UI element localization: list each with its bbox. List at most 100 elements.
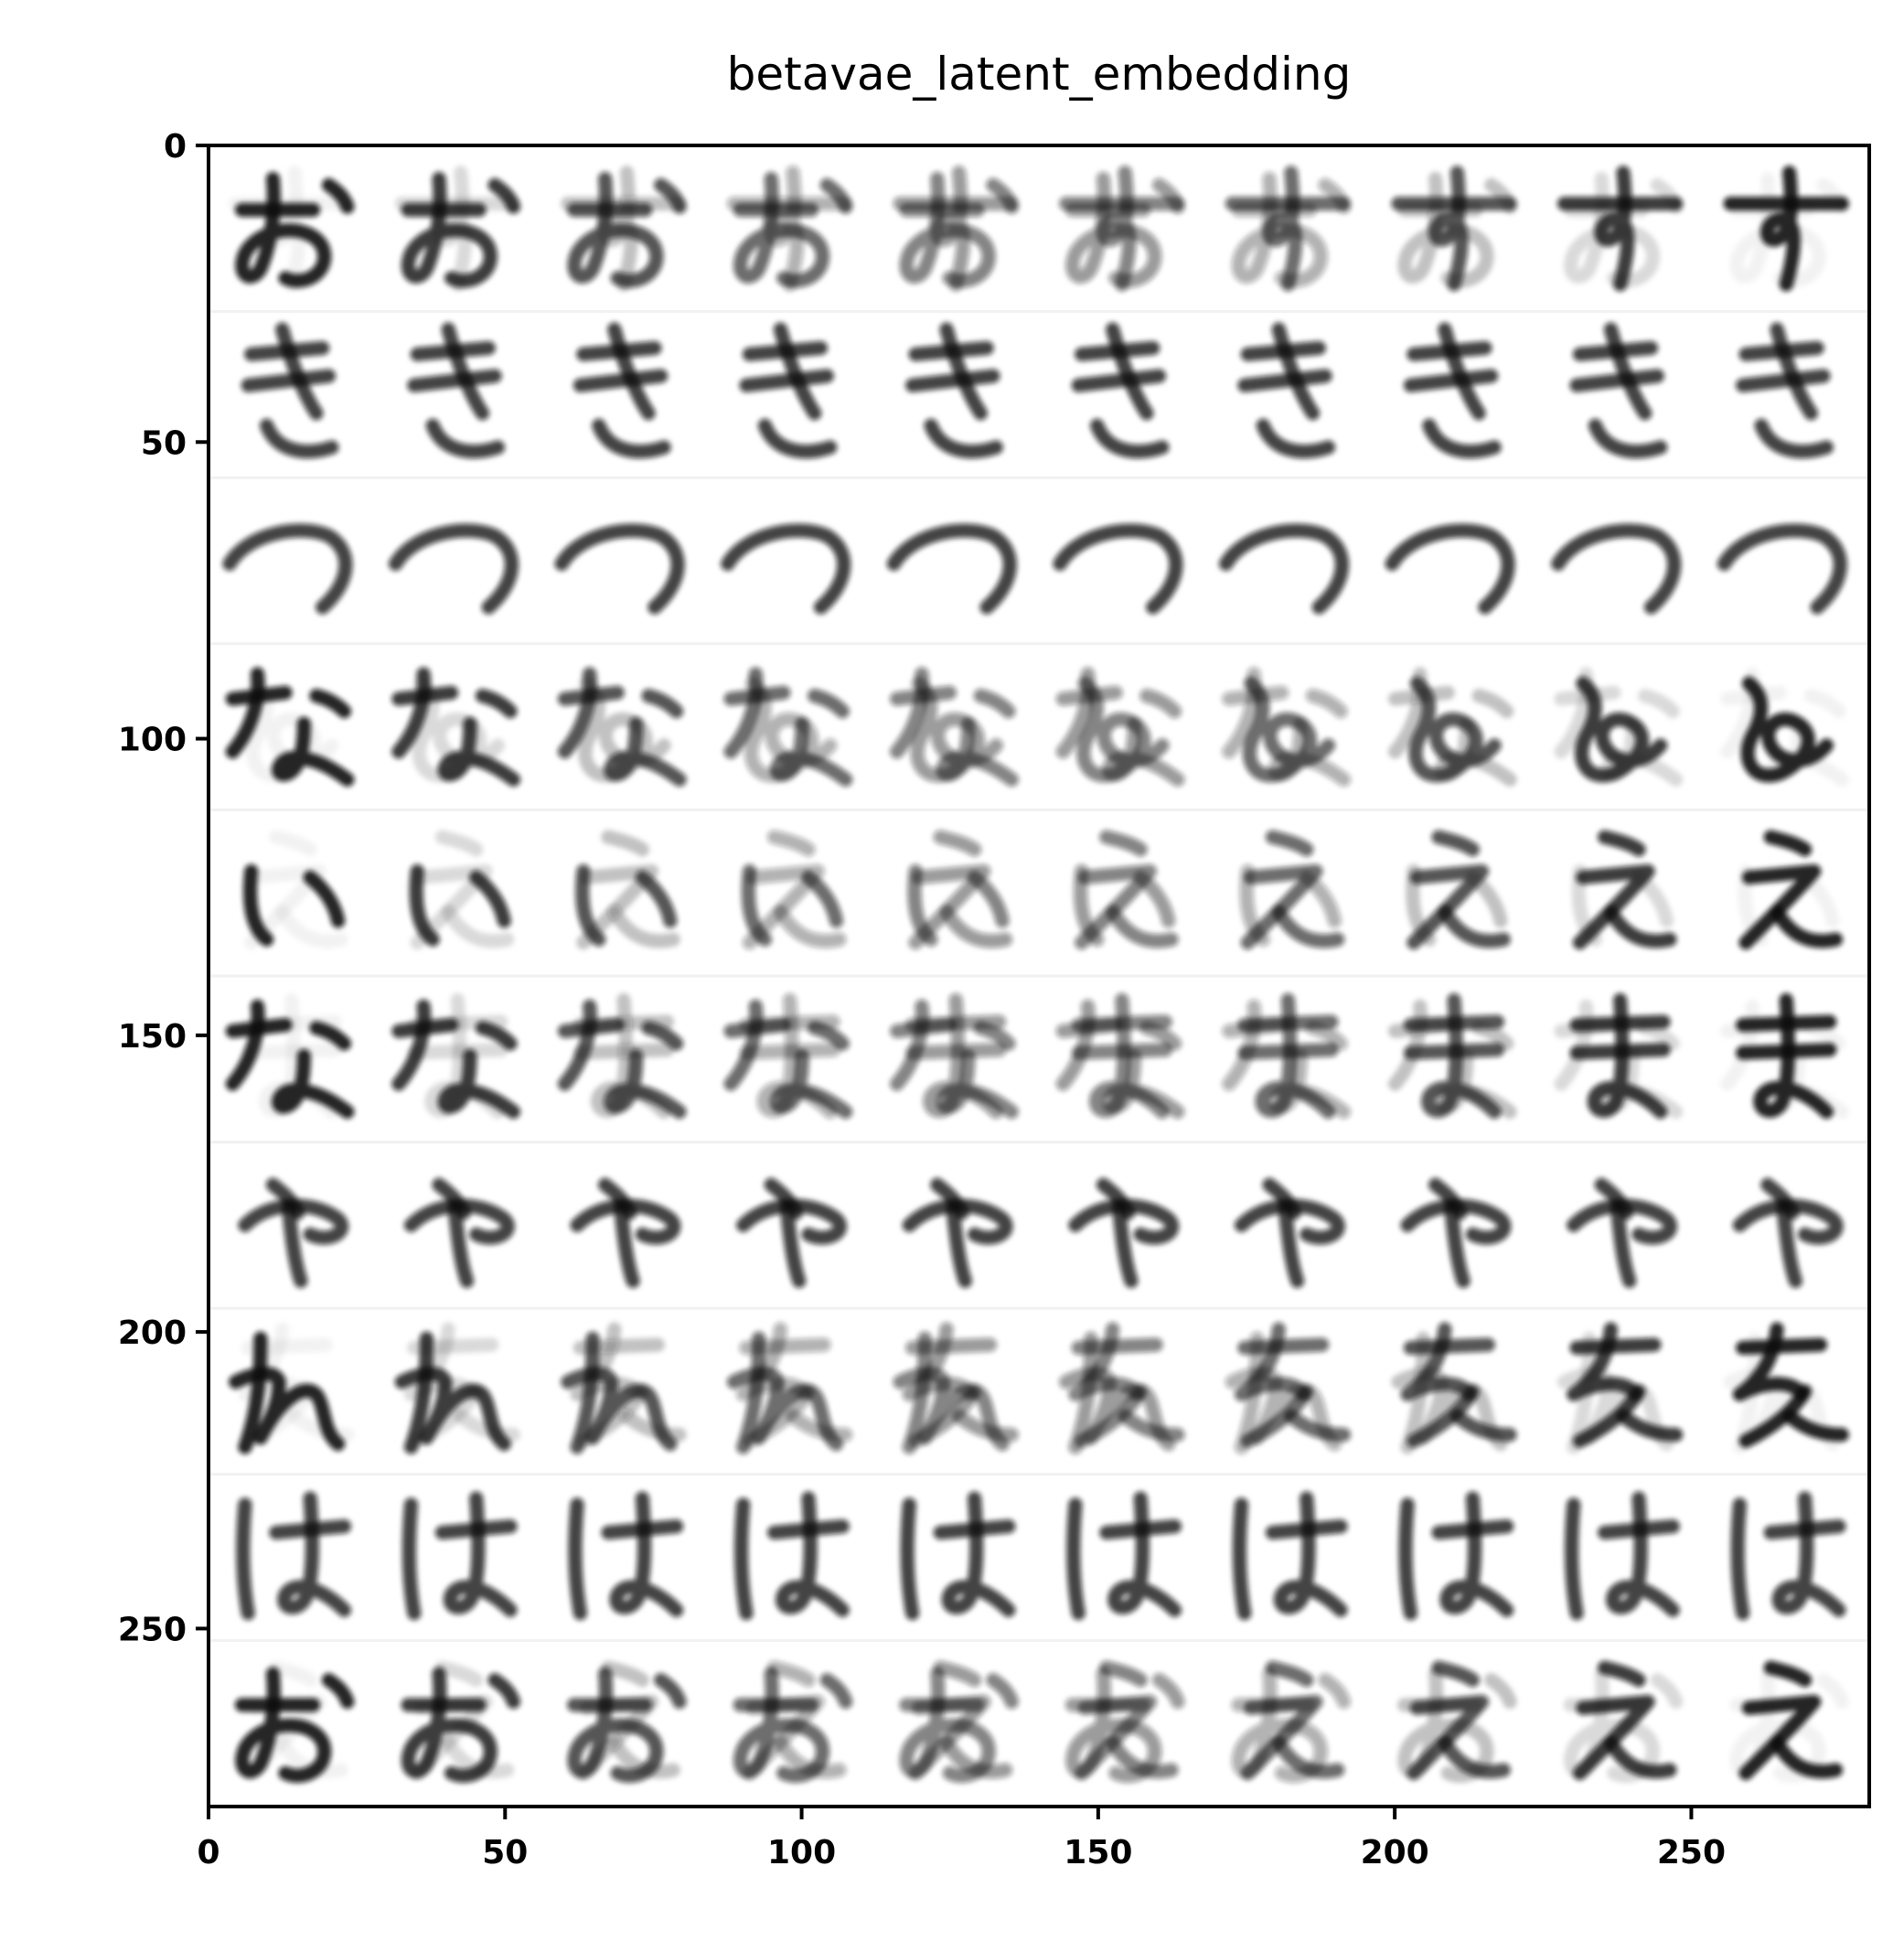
image-cell [391,992,521,1120]
glyph-stroke [939,904,1013,949]
image-cell [238,1177,349,1289]
glyph-stroke [576,863,659,950]
glyph-stroke [246,676,339,783]
glyph-stroke [1318,1673,1352,1710]
glyph-stroke [808,689,850,719]
image-cell [561,1322,687,1454]
glyph-stroke [733,1667,830,1784]
image-cell [229,1322,355,1454]
glyph-stroke [1717,523,1847,615]
image-cell [907,830,1013,950]
image-cell [1218,523,1350,615]
image-cell [567,1660,687,1784]
image-cell [1222,667,1352,787]
y-tick-label: 0 [164,128,187,166]
glyph-stroke [441,904,515,949]
glyph-stroke [1732,1198,1844,1245]
glyph-stroke [1075,1384,1148,1448]
glyph-stroke [601,830,649,857]
glyph-stroke [736,1198,847,1245]
image-cell [1732,1177,1844,1289]
image-cell [394,1322,521,1454]
image-cell [723,667,853,787]
glyph-stroke [576,1384,649,1448]
glyph-stroke [567,1667,664,1784]
glyph-stroke [1606,1491,1680,1617]
plot-frame [207,144,1871,1808]
glyph-stroke [744,676,838,783]
image-cell [1720,992,1849,1120]
image-cell [1073,830,1179,950]
glyph-stroke [1262,166,1303,292]
glyph-stroke [1068,1322,1145,1402]
glyph-stroke [1484,1673,1517,1710]
y-tick-label: 200 [118,1314,187,1352]
image-cell [554,523,685,615]
image-cell [388,523,519,615]
image-cell [1231,1660,1352,1784]
glyph-stroke [1421,992,1502,1120]
image-cell [1071,322,1170,459]
glyph-stroke [1407,1384,1480,1448]
glyph-stroke [1273,1491,1348,1617]
glyph-stroke [1603,904,1677,949]
glyph-stroke [238,1198,349,1245]
glyph-stroke [1256,418,1336,459]
image-cell [890,992,1019,1120]
glyph-stroke [607,904,680,949]
glyph-stroke [1650,1673,1684,1710]
glyph-stroke [441,322,490,421]
image-cell [1569,322,1668,459]
glyph-stroke [475,689,518,719]
glyph-stroke [274,1734,348,1779]
glyph-stroke [407,1337,499,1356]
glyph-stroke [1738,1694,1822,1781]
glyph-stroke [764,1177,804,1220]
glyph-stroke [1572,1694,1655,1781]
glyph-stroke [951,1409,1019,1442]
glyph-stroke [1240,863,1323,950]
glyph-stroke [1271,904,1345,949]
image-cell [726,1322,853,1454]
glyph-stroke [1278,1199,1305,1289]
glyph-stroke [1075,863,1157,950]
glyph-stroke [1234,1198,1345,1245]
glyph-stroke [244,1384,317,1448]
glyph-stroke [1770,904,1844,949]
x-axis: 0 50 100 150 200 250 [197,1807,1726,1871]
glyph-stroke [1403,1337,1495,1356]
glyph-stroke [1740,676,1834,783]
glyph-stroke [1754,418,1834,459]
glyph-stroke [1284,1409,1352,1442]
glyph-stroke [265,1177,305,1220]
glyph-stroke [269,830,317,857]
glyph-stroke [235,1667,332,1784]
glyph-stroke [1443,1199,1471,1289]
glyph-stroke [1449,1409,1517,1442]
image-cell [726,166,853,292]
glyph-stroke [401,1667,497,1784]
glyph-stroke [277,1491,352,1617]
glyph-stroke [1096,1177,1136,1220]
glyph-stroke [1118,1409,1185,1442]
glyph-stroke [619,1409,687,1442]
glyph-stroke [1598,1660,1646,1688]
glyph-stroke [407,369,502,392]
glyph-stroke [923,992,1003,1120]
glyph-stroke [241,369,337,392]
glyph-stroke [1572,1384,1646,1448]
glyph-stroke [1075,1694,1157,1781]
glyph-stroke [1240,1694,1323,1781]
image-cell [733,1660,853,1784]
image-cell [1225,1322,1352,1454]
glyph-stroke [222,523,353,615]
glyph-stroke [274,904,348,949]
glyph-stroke [776,1491,850,1617]
image-cell [1556,166,1684,292]
image-cell [899,1660,1019,1784]
image-cell [1551,523,1682,615]
image-cell [1059,166,1185,292]
glyph-stroke [1099,1660,1148,1688]
glyph-stroke [1237,1337,1330,1356]
glyph-stroke [598,1177,637,1220]
